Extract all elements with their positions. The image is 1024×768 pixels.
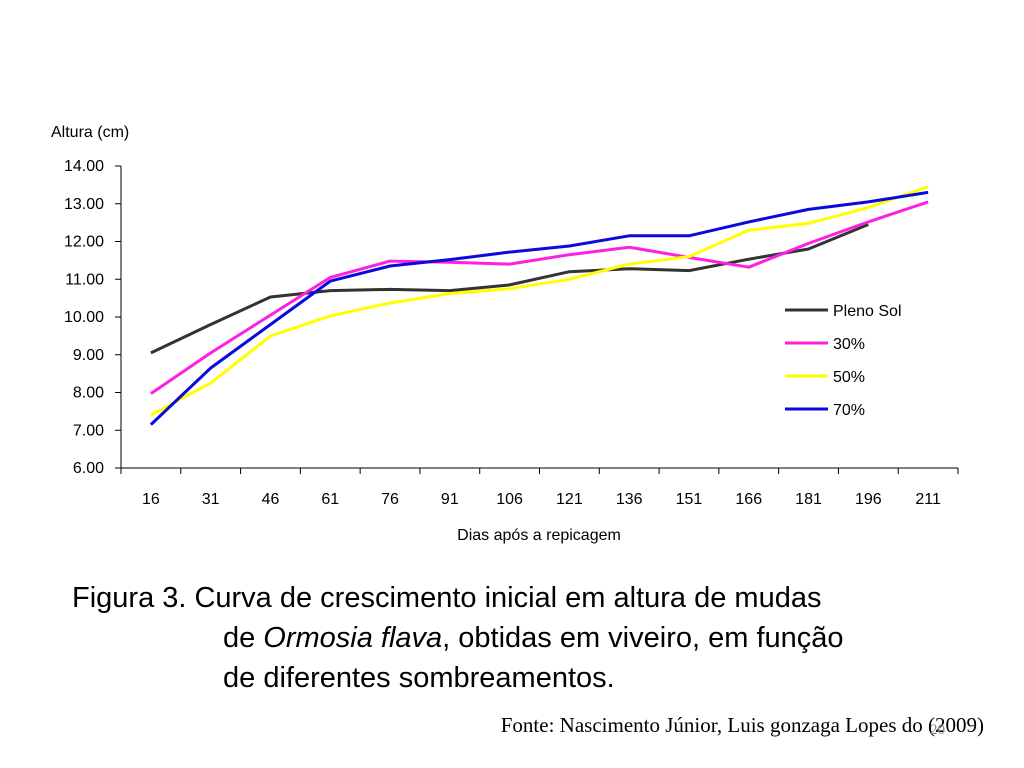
legend-label: 50% [833, 369, 865, 386]
legend-label: Pleno Sol [833, 303, 902, 320]
y-tick-label: 12.00 [64, 234, 104, 251]
x-tick-label: 121 [556, 491, 583, 508]
legend-label: 70% [833, 402, 865, 419]
y-tick-label: 7.00 [73, 422, 104, 439]
series-lines [149, 185, 929, 426]
x-tick-label: 91 [441, 491, 459, 508]
caption-line-2: de Ormosia flava, obtidas em viveiro, em … [72, 618, 977, 658]
species-name: Ormosia flava [263, 622, 443, 654]
x-ticks: 16 31 46 61 76 91 106 121 136 151 166 181 196 211 [120, 468, 959, 508]
x-tick-label: 166 [735, 491, 762, 508]
series-line-3 [149, 190, 929, 426]
figure-caption: Figura 3. Curva de crescimento inicial em… [72, 578, 977, 698]
y-tick-label: 10.00 [64, 309, 104, 326]
x-tick-label: 151 [676, 491, 703, 508]
caption-text-1: Curva de crescimento inicial em altura d… [194, 582, 822, 614]
caption-line-3: de diferentes sombreamentos. [72, 658, 977, 698]
caption-text-3: de diferentes sombreamentos. [223, 662, 615, 694]
x-tick-label: 16 [142, 491, 160, 508]
legend-label: 30% [833, 336, 865, 353]
x-axis-label: Dias após a repicagem [457, 527, 621, 544]
legend: Pleno Sol 30% 50% 70% [785, 303, 902, 419]
x-tick-label: 136 [616, 491, 643, 508]
x-tick-label: 181 [795, 491, 822, 508]
x-tick-label: 61 [321, 491, 339, 508]
series-line-1 [150, 200, 929, 395]
caption-line-1: Figura 3. Curva de crescimento inicial em… [72, 578, 977, 618]
caption-text-2a: de [223, 622, 256, 654]
y-tick-label: 8.00 [73, 385, 104, 402]
x-tick-label: 106 [496, 491, 523, 508]
y-axis-label: Altura (cm) [51, 124, 129, 141]
y-tick-label: 6.00 [73, 460, 104, 477]
y-tick-label: 14.00 [64, 158, 104, 175]
x-tick-label: 46 [262, 491, 280, 508]
line-chart: Altura (cm) 6.00 7.00 8.00 9.00 10.00 11.00 12… [51, 124, 959, 544]
page-number: 20 [930, 722, 945, 738]
x-tick-label: 196 [855, 491, 882, 508]
source-citation: Fonte: Nascimento Júnior, Luis gonzaga L… [500, 713, 984, 737]
series-line-2 [150, 185, 929, 417]
y-ticks: 6.00 7.00 8.00 9.00 10.00 11.00 12.00 13.00 14.0… [64, 158, 121, 477]
caption-text-2b: , obtidas em viveiro, em função [442, 622, 844, 654]
series-line-0 [150, 223, 869, 355]
x-tick-label: 211 [915, 491, 941, 508]
y-tick-label: 11.00 [65, 271, 104, 288]
x-tick-label: 31 [202, 491, 220, 508]
x-tick-label: 76 [381, 491, 399, 508]
y-tick-label: 13.00 [64, 196, 104, 213]
caption-prefix: Figura 3. [72, 582, 187, 614]
y-tick-label: 9.00 [73, 347, 104, 364]
